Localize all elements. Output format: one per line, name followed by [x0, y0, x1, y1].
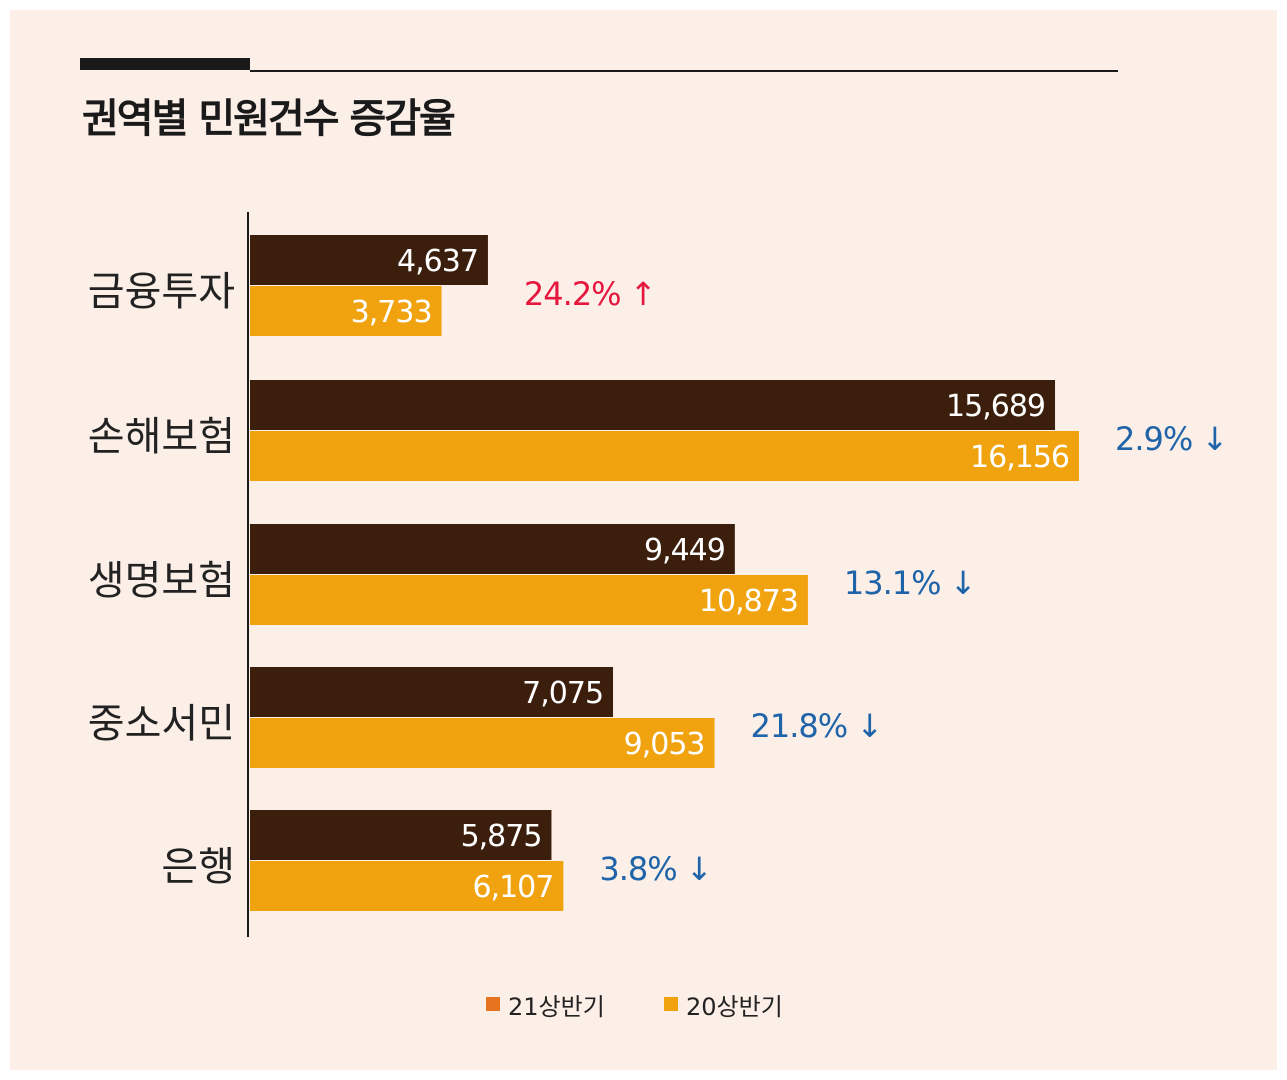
bar-group-5: 은행 5,875 6,107 3.8% ↓ [161, 810, 713, 911]
bar-21상반기-1 [250, 235, 488, 285]
legend: 21상반기 20상반기 [486, 993, 783, 1021]
bars-layer: 금융투자 4,637 3,733 24.2% ↑ 손해보험 15,689 16,156 2.9… [88, 235, 1228, 911]
value-label: 9,053 [624, 727, 705, 762]
change-label: 24.2% ↑ [524, 275, 656, 313]
bar-20상반기-5 [250, 861, 564, 911]
bar-20상반기-1 [250, 286, 442, 336]
legend-label-21: 21상반기 [508, 993, 605, 1021]
title-rule-thick [80, 58, 250, 70]
chart-title: 권역별 민원건수 증감율 [82, 96, 455, 142]
category-label: 생명보험 [88, 558, 235, 604]
value-label: 7,075 [522, 676, 603, 711]
value-label: 6,107 [472, 870, 553, 905]
bar-group-3: 생명보험 9,449 10,873 13.1% ↓ [88, 524, 977, 625]
category-label: 은행 [161, 844, 235, 890]
value-label: 15,689 [946, 389, 1045, 424]
value-label: 9,449 [644, 533, 725, 568]
bar-21상반기-3 [250, 524, 735, 574]
legend-swatch-21 [486, 997, 500, 1011]
bar-21상반기-5 [250, 810, 552, 860]
value-label: 10,873 [699, 584, 798, 619]
bar-group-4: 중소서민 7,075 9,053 21.8% ↓ [88, 667, 883, 768]
value-label: 4,637 [397, 244, 478, 279]
bar-20상반기-3 [250, 575, 808, 625]
category-label: 손해보험 [88, 414, 235, 460]
bar-20상반기-4 [250, 718, 715, 768]
change-label: 2.9% ↓ [1115, 420, 1227, 458]
bar-group-1: 금융투자 4,637 3,733 24.2% ↑ [88, 235, 657, 336]
legend-swatch-20 [664, 997, 678, 1011]
value-label: 5,875 [461, 819, 542, 854]
change-label: 13.1% ↓ [844, 564, 976, 602]
value-label: 3,733 [351, 295, 432, 330]
bar-group-2: 손해보험 15,689 16,156 2.9% ↓ [88, 380, 1228, 481]
category-label: 중소서민 [88, 701, 235, 747]
change-label: 3.8% ↓ [599, 850, 711, 888]
bar-21상반기-2 [250, 380, 1056, 430]
bar-21상반기-4 [250, 667, 614, 717]
category-label: 금융투자 [88, 269, 235, 315]
legend-label-20: 20상반기 [686, 993, 783, 1021]
bar-20상반기-2 [250, 431, 1079, 481]
change-label: 21.8% ↓ [751, 707, 883, 745]
title-rule [80, 58, 1118, 72]
value-label: 16,156 [970, 440, 1069, 475]
